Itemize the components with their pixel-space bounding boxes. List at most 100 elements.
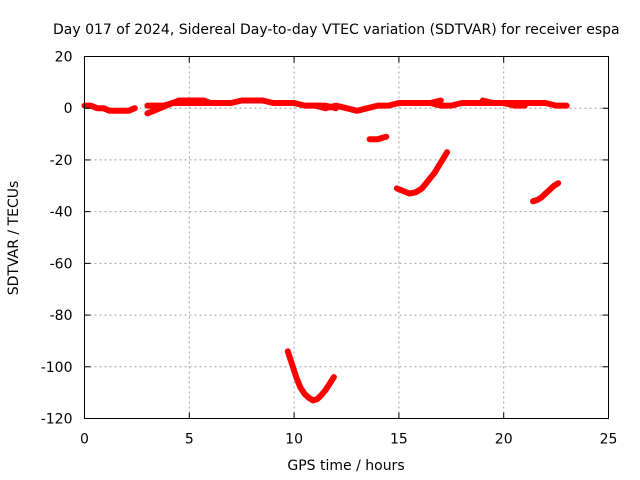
data-point (312, 103, 318, 109)
data-point (327, 381, 333, 387)
data-point (459, 100, 465, 106)
data-point (383, 134, 389, 140)
x-tick-label: 25 (600, 432, 618, 448)
data-point (344, 105, 349, 111)
data-point (331, 374, 337, 380)
y-tick-label: -80 (50, 308, 73, 324)
data-point (511, 100, 517, 106)
data-point (302, 103, 308, 109)
data-point (547, 187, 553, 193)
y-tick-label: -100 (41, 360, 73, 376)
data-point (534, 197, 540, 203)
data-point (161, 103, 167, 109)
data-point (100, 105, 106, 111)
y-tick-label: -40 (50, 205, 73, 221)
data-point (551, 183, 557, 189)
data-point (367, 136, 373, 142)
data-point (310, 397, 316, 403)
data-point (501, 100, 507, 106)
data-point (490, 100, 496, 106)
ticks: 20 0 -20 -40 -60 -80 -100 -120 0 5 10 15 20 25 (41, 50, 618, 448)
data-point (270, 100, 276, 106)
data-point (394, 185, 400, 191)
data-point (438, 160, 444, 166)
data-point (249, 97, 255, 103)
data-point (354, 108, 360, 114)
data-point (113, 108, 119, 114)
data-point (444, 149, 450, 155)
data-point (543, 191, 549, 197)
data-point (126, 108, 132, 114)
data-point (530, 198, 536, 204)
x-tick-label: 5 (185, 432, 194, 448)
data-point (228, 100, 234, 106)
data-point (385, 103, 391, 109)
series-group (81, 97, 570, 404)
data-point (469, 100, 475, 106)
y-tick-label: -20 (50, 153, 73, 169)
data-point (318, 392, 324, 398)
data-point (314, 396, 320, 402)
y-tick-label: 0 (64, 101, 73, 117)
grid (84, 56, 609, 419)
data-point (281, 100, 287, 106)
data-point (432, 170, 438, 176)
data-point (207, 100, 213, 106)
data-point (555, 180, 561, 186)
plot-frame (84, 56, 609, 419)
data-point (94, 105, 100, 111)
x-tick-label: 10 (285, 432, 303, 448)
y-tick-label: -120 (41, 412, 73, 428)
data-point (144, 110, 150, 116)
data-point (289, 361, 295, 367)
y-tick-label: -60 (50, 256, 73, 272)
data-point (306, 395, 312, 401)
data-point (396, 100, 402, 106)
data-point (144, 103, 150, 109)
data-point (260, 97, 266, 103)
x-tick-label: 0 (80, 432, 89, 448)
data-point (438, 97, 444, 103)
data-point (333, 103, 339, 109)
data-point (218, 100, 224, 106)
data-point (132, 105, 138, 111)
y-tick-label: 20 (55, 50, 73, 66)
data-point (425, 178, 431, 184)
data-point (153, 103, 159, 109)
y-axis-label: SDTVAR / TECUs (6, 181, 22, 296)
data-point (323, 105, 329, 111)
data-point (239, 97, 245, 103)
x-tick-label: 15 (390, 432, 408, 448)
x-axis-label: GPS time / hours (287, 458, 404, 474)
data-point (448, 103, 454, 109)
data-point (400, 188, 406, 194)
data-point (406, 100, 412, 106)
data-point (178, 100, 184, 106)
data-point (285, 348, 291, 354)
chart-title: Day 017 of 2024, Sidereal Day-to-day VTE… (53, 22, 620, 38)
data-point (375, 103, 381, 109)
x-tick-label: 20 (495, 432, 513, 448)
data-point (302, 391, 308, 397)
data-point (538, 194, 544, 200)
data-point (186, 100, 192, 106)
data-point (438, 103, 444, 109)
data-point (297, 384, 303, 390)
data-point (480, 97, 486, 103)
data-point (291, 100, 297, 106)
data-point (151, 108, 157, 114)
data-point (119, 108, 125, 114)
data-point (364, 105, 370, 111)
data-point (406, 191, 412, 197)
data-point (413, 189, 419, 195)
data-point (532, 100, 538, 106)
data-point (379, 135, 385, 141)
data-point (107, 108, 113, 114)
data-point (375, 136, 381, 142)
data-point (522, 100, 528, 106)
data-point (323, 387, 329, 393)
data-point (427, 100, 433, 106)
data-point (293, 374, 299, 380)
data-point (543, 100, 549, 106)
